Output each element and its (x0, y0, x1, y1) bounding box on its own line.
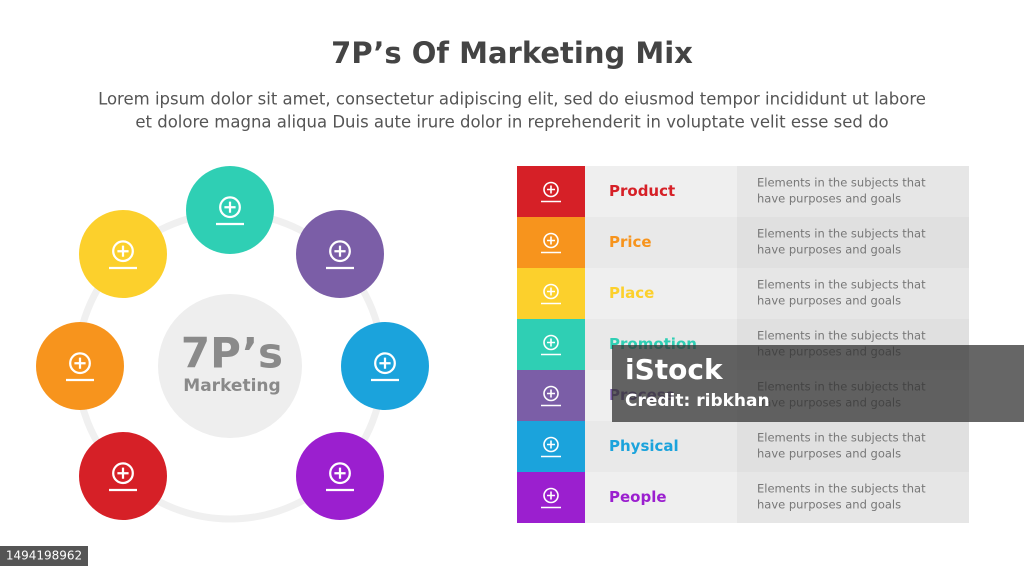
icon-shape (219, 196, 241, 219)
icon (541, 487, 561, 509)
icon-shape (326, 245, 354, 270)
icon (109, 240, 137, 270)
subtitle-line: Lorem ipsum dolor sit amet, consectetur … (98, 90, 926, 109)
watermark-brand: iStock (625, 353, 724, 386)
icon (541, 385, 561, 407)
row-desc-bg (737, 268, 969, 319)
row-label: People (609, 488, 667, 506)
icon-shape (69, 352, 91, 375)
row-description: Elements in the subjects that (757, 482, 926, 496)
center-big: 7P’s (181, 329, 283, 378)
row-desc-bg (737, 472, 969, 523)
row-description: have purposes and goals (757, 447, 901, 461)
icon (326, 462, 354, 492)
row-description: have purposes and goals (757, 294, 901, 308)
icon-shape (66, 357, 94, 382)
icon-shape (543, 232, 559, 249)
row-description: Elements in the subjects that (757, 329, 926, 343)
row-description: Elements in the subjects that (757, 176, 926, 190)
icon (541, 436, 561, 458)
icon (541, 334, 561, 356)
row-description: have purposes and goals (757, 498, 901, 512)
icon (326, 240, 354, 270)
row-description: have purposes and goals (757, 243, 901, 257)
icon-shape (371, 357, 399, 382)
icon-shape (541, 491, 561, 509)
icon-shape (543, 487, 559, 504)
row-desc-bg (737, 217, 969, 268)
row-desc-bg (737, 166, 969, 217)
icon (371, 352, 399, 382)
icon-shape (541, 236, 561, 254)
icon (109, 462, 137, 492)
icon-shape (329, 462, 351, 485)
icon-shape (326, 467, 354, 492)
icon-shape (541, 287, 561, 305)
icon-shape (216, 201, 244, 226)
icon (541, 181, 561, 203)
icon-shape (541, 185, 561, 203)
icon (66, 352, 94, 382)
icon-shape (543, 283, 559, 300)
row-description: have purposes and goals (757, 192, 901, 206)
icon-shape (374, 352, 396, 375)
title: 7P’s Of Marketing Mix (331, 36, 693, 70)
center-small: Marketing (183, 376, 280, 396)
row-desc-bg (737, 421, 969, 472)
icon-shape (109, 467, 137, 492)
icon-shape (541, 440, 561, 458)
icon-shape (109, 245, 137, 270)
icon (216, 196, 244, 226)
circles (36, 166, 429, 520)
row-label: Product (609, 182, 675, 200)
subtitle-line: et dolore magna aliqua Duis aute irure d… (135, 113, 888, 132)
icon (541, 283, 561, 305)
icon (541, 232, 561, 254)
table: Product Elements in the subjects that have… (517, 166, 969, 523)
icon-shape (329, 240, 351, 263)
icon-shape (112, 462, 134, 485)
watermark-box (612, 345, 1024, 422)
row-description: Elements in the subjects that (757, 227, 926, 241)
row-label: Physical (609, 437, 679, 455)
icon-shape (543, 334, 559, 351)
icon-shape (543, 385, 559, 402)
id-box (0, 546, 88, 566)
icon-shape (541, 389, 561, 407)
watermark-credit: Credit: ribkhan (625, 391, 770, 411)
icon-shape (543, 181, 559, 198)
row-label: Price (609, 233, 652, 251)
row-description: Elements in the subjects that (757, 431, 926, 445)
icon-shape (541, 338, 561, 356)
icon-shape (543, 436, 559, 453)
row-label: Place (609, 284, 654, 302)
center-circle (158, 294, 302, 438)
icon-shape (112, 240, 134, 263)
row-description: Elements in the subjects that (757, 278, 926, 292)
image-id: 1494198962 (6, 549, 82, 563)
